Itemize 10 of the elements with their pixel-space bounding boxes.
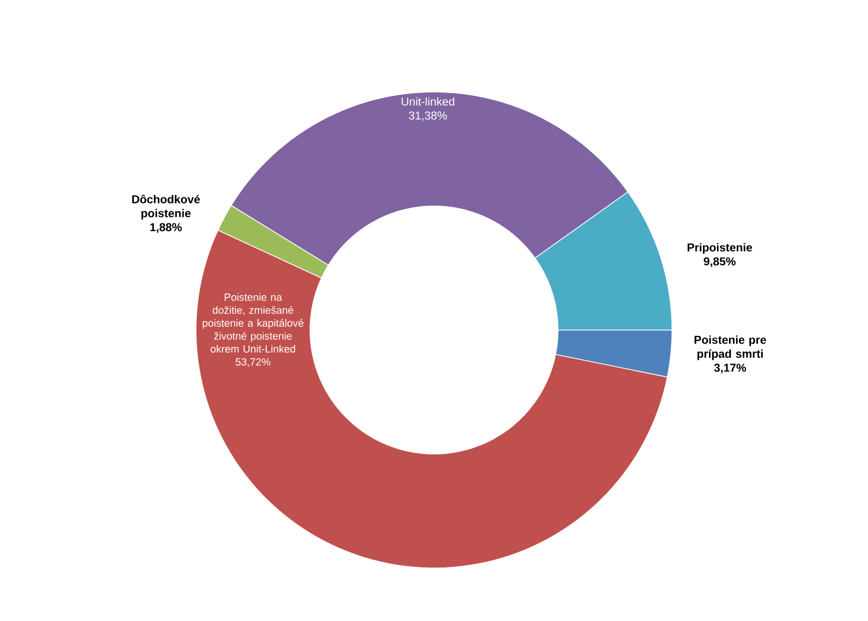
data-label: 9,85% [704,257,736,268]
data-label: 53,72% [236,358,270,367]
data-label: 31,38% [408,111,447,121]
slice-label: Unit-linked [402,97,454,106]
data-label: 1,88% [150,223,182,233]
slice-label: Dôchodkové poistenie [132,194,200,220]
slice-label: Poistenie pre prípad smrti [694,335,766,360]
slice-label: Pripoistenie [688,243,752,254]
data-label: 3,17% [714,364,746,374]
slice-label: Poistenie na dožitie, zmiešané poistenie a kapitálové životné poistenie okrem Unit-Linked [202,293,304,353]
